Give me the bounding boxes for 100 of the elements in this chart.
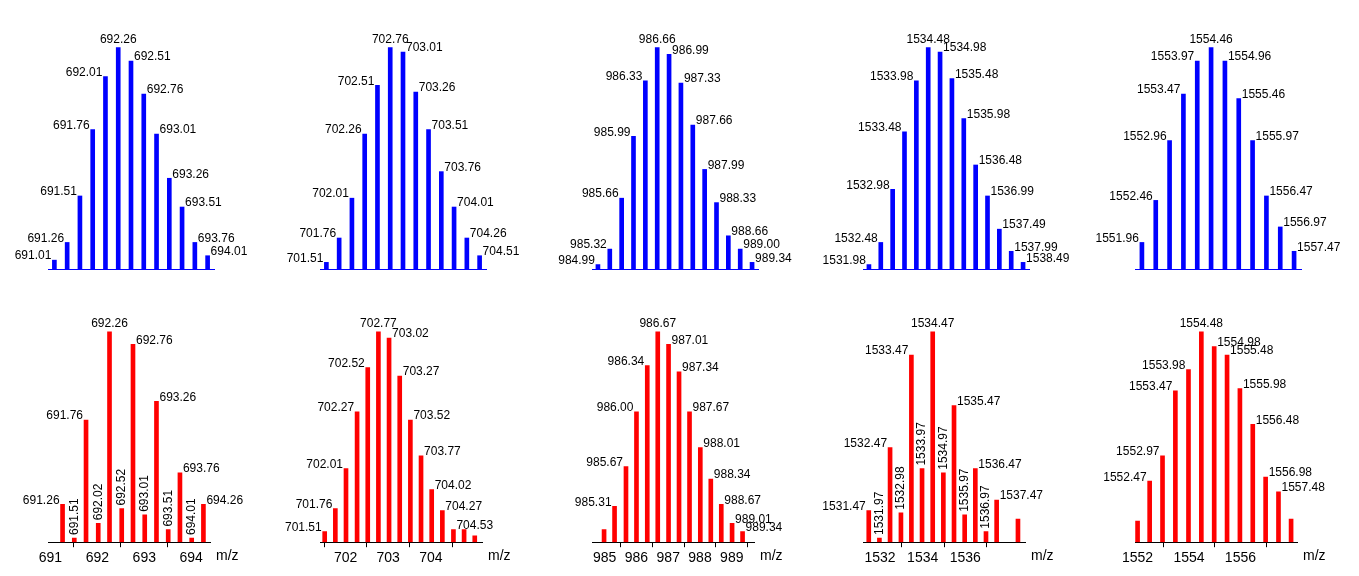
annotation: 693.01 [137,474,152,512]
annotation: 1536.47 [978,456,1023,471]
annotation: 1556.97 [1283,215,1327,230]
bar [973,468,978,543]
annotation: 988.01 [702,435,740,450]
annotation: 691.26 [22,492,60,507]
annotation: 693.01 [159,122,197,137]
bar [201,504,206,543]
bar [1160,455,1165,543]
bar [1173,390,1178,543]
annotation: 702.01 [306,456,344,471]
bar [994,499,1000,543]
annotation: 692.76 [146,82,184,97]
bar [739,531,745,543]
annotation: 988.33 [719,190,757,205]
annotation: 694.26 [206,492,244,507]
x-tick-label: 692 [85,549,110,566]
annotation: 985.31 [574,494,612,509]
x-tick-label: 704 [418,549,443,566]
annotation: 704.26 [469,226,507,241]
annotation: 988.34 [713,467,751,482]
annotation: 989.34 [754,250,792,265]
annotation: 1533.48 [858,120,903,135]
annotation: 702.52 [327,355,365,370]
x-axis-title: m/z [487,547,511,564]
annotation: 1556.98 [1268,465,1313,480]
x-tick-label: 987 [656,549,680,566]
text: 692.26 [99,32,137,47]
bar [439,510,445,543]
annotation: 703.26 [418,80,456,95]
annotation: 703.27 [402,364,440,379]
annotation: 693.51 [185,195,223,210]
annotation: 987.66 [695,113,733,128]
annotation: 1531.47 [822,498,867,513]
annotation: 702.76 [371,32,409,47]
annotation: 1536.97 [978,484,993,529]
annotation: 1553.98 [1142,358,1186,373]
annotation: 703.76 [444,159,482,174]
annotation: 1537.47 [999,488,1044,503]
bar [877,537,882,543]
annotation: 701.51 [284,519,322,534]
x-tick-label: 691 [38,549,63,566]
x-tick-label: 694 [179,549,204,566]
annotation: 986.34 [607,353,645,368]
annotation: 1552.46 [1109,188,1154,203]
annotation: 704.27 [445,498,483,513]
bar [450,529,456,543]
annotation: 1553.47 [1128,379,1173,394]
annotation: 987.01 [671,332,709,347]
annotation: 989.00 [742,237,780,252]
annotation: 703.51 [431,117,469,132]
bar [962,514,968,543]
annotation: 702.51 [337,73,375,88]
bar [60,504,65,543]
annotation: 1556.48 [1255,412,1300,427]
annotation: 985.32 [569,237,607,252]
bar [142,514,148,543]
annotation: 1552.97 [1116,444,1160,459]
annotation: 693.51 [160,489,175,527]
annotation: 1554.48 [1179,316,1224,331]
annotation: 691.26 [27,230,65,245]
annotation: 984.99 [557,252,595,267]
annotation: 986.99 [671,42,709,57]
x-tick-label: 1536 [949,549,982,566]
annotation: 1554.96 [1227,49,1272,64]
bar [909,354,914,543]
annotation: 1532.98 [846,177,891,192]
annotation: 701.76 [295,496,333,511]
bar [397,375,402,543]
annotation: 692.76 [135,332,174,347]
annotation: 1533.97 [914,421,929,466]
annotation: 694.01 [210,244,248,259]
x-tick-label: 1554 [1173,549,1205,566]
annotation: 703.52 [413,408,451,423]
annotation: 701.51 [286,250,324,265]
bar [165,529,171,543]
annotation: 691.01 [14,248,52,263]
annotation: 1553.47 [1137,82,1181,97]
x-tick-label: 986 [624,549,648,566]
bar [107,331,112,543]
annotation: 1531.97 [871,491,886,535]
annotation: 691.51 [40,184,78,199]
bar [154,400,159,543]
bar [1135,520,1140,543]
annotation: 701.76 [299,226,337,241]
annotation: 692.02 [90,483,105,521]
annotation: 987.67 [692,400,730,415]
annotation: 985.99 [593,124,631,139]
bar [1211,346,1217,543]
annotation: 691.51 [66,497,81,535]
annotation: 704.01 [456,195,494,210]
x-tick-label: 1552 [1121,549,1154,566]
annotation: 1557.48 [1281,480,1326,495]
x-tick-label: 989 [719,549,744,566]
x-tick-label: 985 [592,549,617,566]
bar [71,537,77,543]
annotation: 1532.48 [834,230,879,245]
x-axis-title: m/z [216,547,239,564]
annotation: 1551.96 [1095,230,1140,245]
bar [697,447,703,543]
